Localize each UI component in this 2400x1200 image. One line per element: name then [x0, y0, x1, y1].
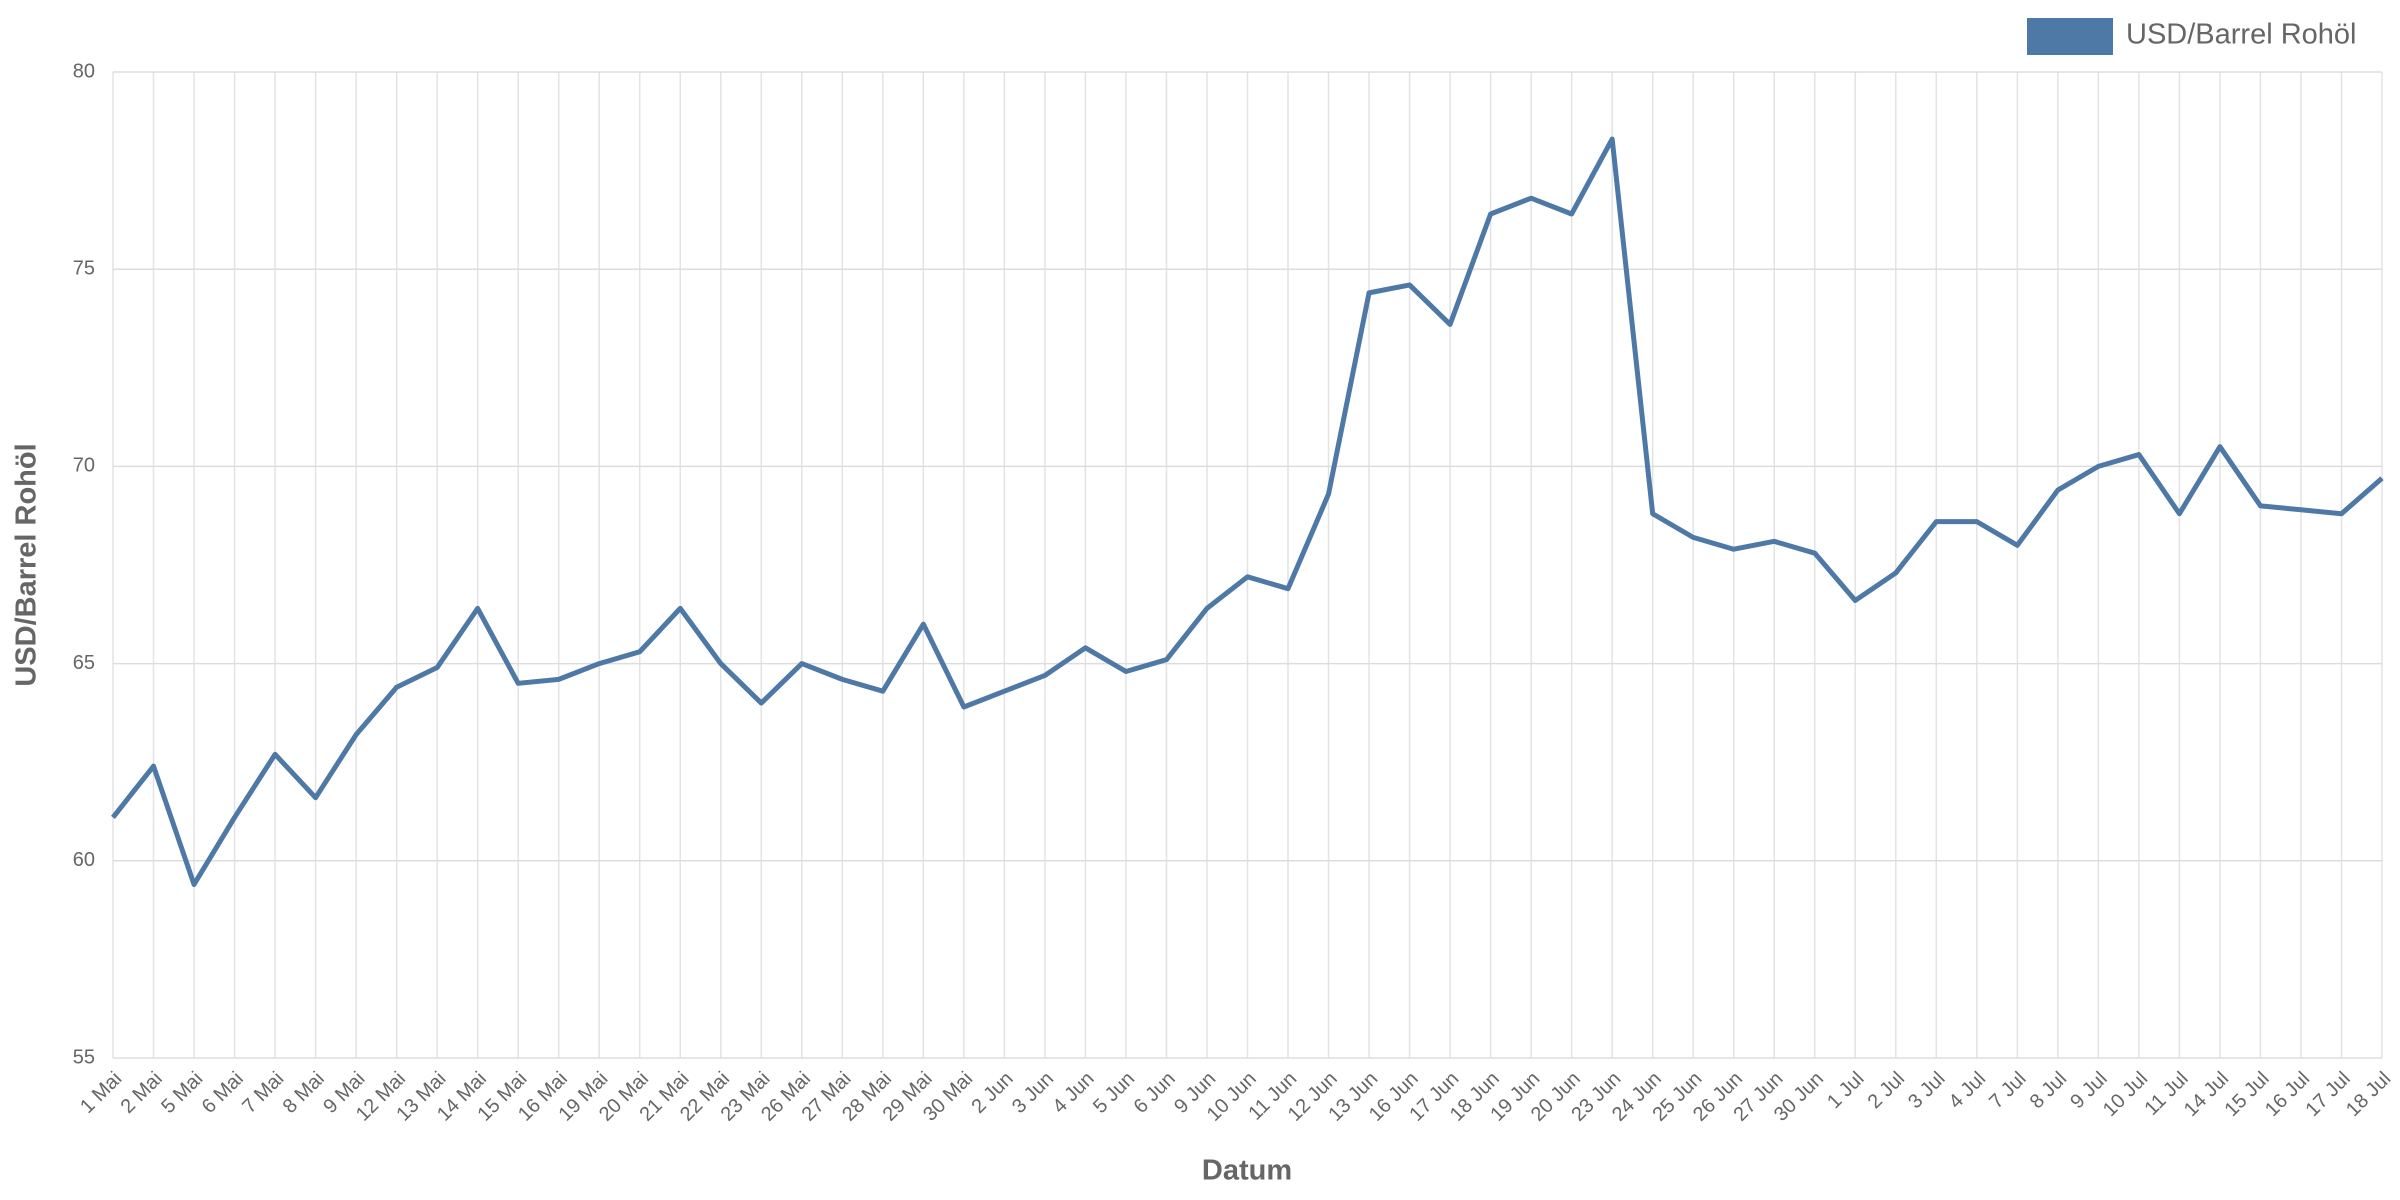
x-tick-label: 5 Mai [157, 1068, 207, 1118]
data-line [111, 136, 2384, 887]
y-axis-title: USD/Barrel Rohöl [11, 443, 43, 686]
x-tick-label: 8 Jul [2026, 1068, 2071, 1113]
x-tick-label: 17 Jul [2301, 1068, 2354, 1121]
x-tick-label: 4 Jul [1945, 1068, 1990, 1113]
x-tick-label: 14 Jul [2180, 1068, 2233, 1121]
x-tick-label: 6 Mai [198, 1068, 248, 1118]
x-tick-label: 1 Jul [1823, 1068, 1868, 1113]
x-tick-label: 2 Jun [968, 1068, 1018, 1118]
legend-swatch [2027, 18, 2113, 55]
y-tick-label: 65 [73, 652, 95, 674]
x-axis-title: Datum [1202, 1155, 1292, 1187]
x-tick-label: 11 Jul [2140, 1068, 2192, 1120]
x-tick-label: 5 Jun [1089, 1068, 1139, 1118]
x-tick-label: 4 Jun [1049, 1068, 1099, 1118]
y-tick-label: 75 [73, 257, 95, 279]
x-tick-label: 18 Jul [2342, 1068, 2395, 1121]
x-tick-label: 7 Jul [1985, 1068, 2030, 1113]
y-tick-label: 55 [73, 1046, 95, 1068]
x-tick-label: 2 Mai [117, 1068, 167, 1118]
x-tick-label: 10 Jul [2099, 1068, 2152, 1121]
x-tick-label: 7 Mai [238, 1068, 288, 1118]
y-tick-label: 60 [73, 849, 95, 871]
x-tick-label: 6 Jun [1130, 1068, 1180, 1118]
x-tick-label: 8 Mai [279, 1068, 329, 1118]
x-tick-label: 2 Jul [1864, 1068, 1909, 1113]
y-tick-label: 80 [73, 60, 95, 82]
legend-label: USD/Barrel Rohöl [2126, 19, 2356, 51]
x-tick-label: 15 Jul [2220, 1068, 2273, 1121]
x-tick-label: 1 Mai [76, 1068, 126, 1118]
x-tick-label: 16 Jul [2261, 1068, 2314, 1121]
x-tick-label: 3 Jun [1008, 1068, 1058, 1118]
x-tick-label: 3 Jul [1904, 1068, 1949, 1113]
y-tick-label: 70 [73, 455, 95, 477]
